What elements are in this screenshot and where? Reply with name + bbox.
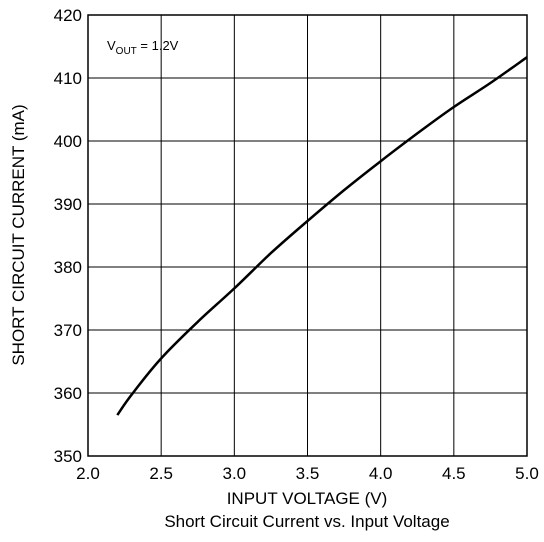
y-tick-label: 390 — [54, 195, 82, 214]
vout-annotation: VOUT = 1.2V — [107, 38, 179, 57]
y-tick-label: 400 — [54, 132, 82, 151]
x-tick-labels: 2.0 2.5 3.0 3.5 4.0 4.5 5.0 — [76, 464, 539, 483]
x-tick-label: 2.0 — [76, 464, 100, 483]
x-tick-label: 3.5 — [296, 464, 320, 483]
x-tick-label: 4.5 — [442, 464, 466, 483]
y-tick-label: 410 — [54, 69, 82, 88]
series-line — [116, 56, 528, 416]
x-tick-label: 4.0 — [369, 464, 393, 483]
x-tick-label: 3.0 — [223, 464, 247, 483]
y-tick-labels: 350 360 370 380 390 400 410 420 — [54, 6, 82, 466]
annotation-main: V — [107, 38, 116, 53]
x-tick-label: 2.5 — [149, 464, 173, 483]
y-tick-label: 380 — [54, 258, 82, 277]
y-tick-label: 420 — [54, 6, 82, 25]
annotation-subscript: OUT — [116, 46, 137, 57]
y-tick-label: 350 — [54, 447, 82, 466]
y-tick-label: 360 — [54, 384, 82, 403]
x-tick-label: 5.0 — [515, 464, 539, 483]
y-axis-label: SHORT CIRCUIT CURRENT (mA) — [9, 104, 28, 365]
gridlines — [88, 15, 527, 456]
chart-title: Short Circuit Current vs. Input Voltage — [164, 512, 449, 531]
y-tick-label: 370 — [54, 321, 82, 340]
x-axis-label: INPUT VOLTAGE (V) — [227, 489, 388, 508]
annotation-value: = 1.2V — [137, 38, 179, 53]
svg-text:VOUT = 1.2V: VOUT = 1.2V — [107, 38, 179, 57]
plot-frame — [87, 14, 528, 457]
